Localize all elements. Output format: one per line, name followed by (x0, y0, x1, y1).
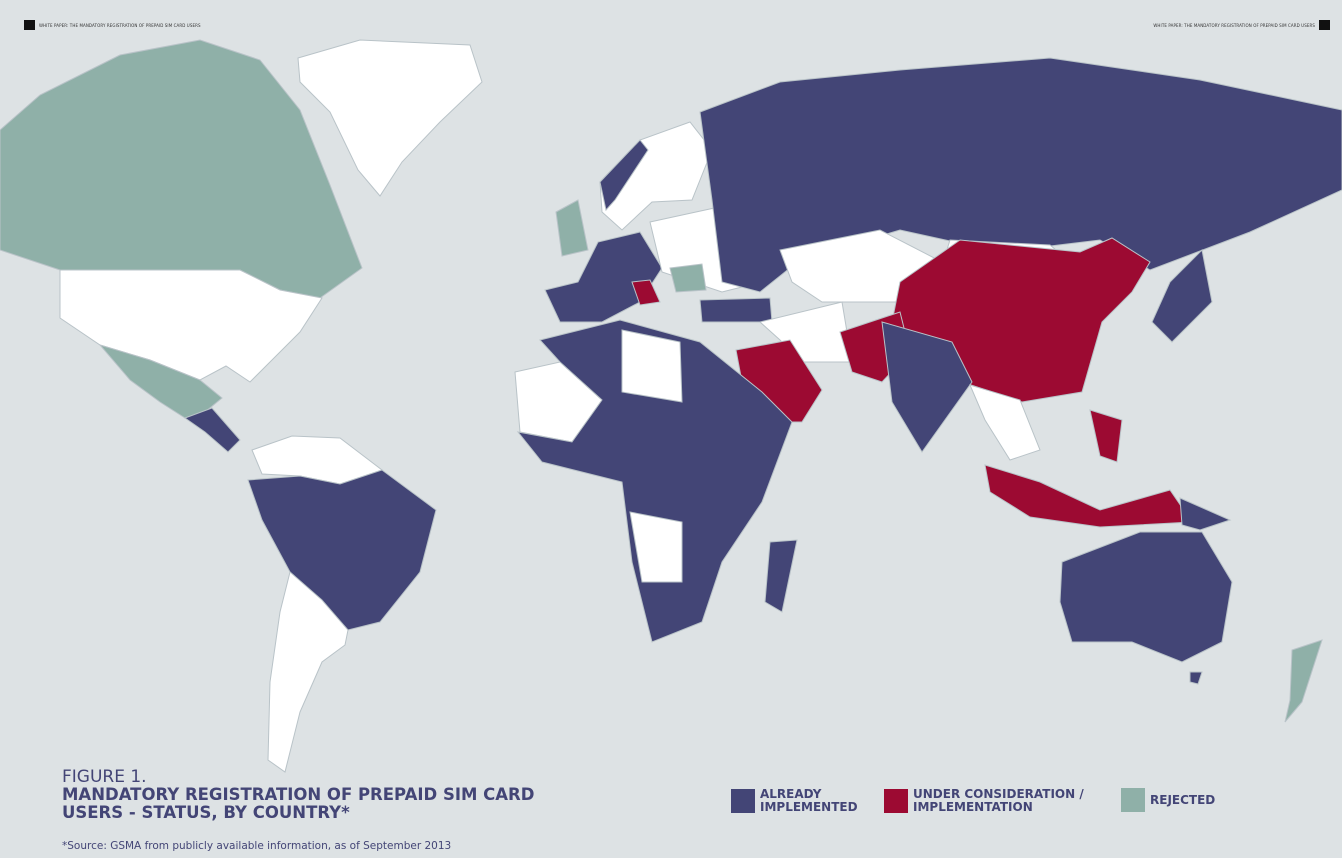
region-madagascar (764, 539, 798, 613)
region-tasmania (1189, 671, 1203, 685)
figure-number: FIGURE 1. (62, 767, 147, 787)
header-left: WHITE PAPER: THE MANDATORY REGISTRATION … (24, 20, 201, 30)
region-indonesia (984, 464, 1193, 528)
region-balkans (631, 279, 661, 306)
region-africa (516, 319, 793, 643)
region-libya (621, 329, 683, 403)
region-papua (1179, 497, 1232, 531)
region-middle-east (758, 301, 853, 363)
region-india (881, 321, 973, 453)
region-angola (629, 511, 683, 583)
region-scandinavia (599, 121, 713, 231)
header-left-text: WHITE PAPER: THE MANDATORY REGISTRATION … (39, 22, 201, 28)
legend-swatch (731, 789, 755, 813)
region-new-zealand (1284, 639, 1323, 723)
legend-swatch (1121, 788, 1145, 812)
header-right-text: WHITE PAPER: THE MANDATORY REGISTRATION … (1153, 22, 1315, 28)
region-philippines (1089, 409, 1123, 463)
legend-label: ALREADY IMPLEMENTED (760, 787, 858, 814)
region-central-america (183, 407, 241, 453)
legend-rejected: REJECTED (1121, 788, 1300, 812)
legend-implemented: ALREADY IMPLEMENTED (731, 788, 870, 814)
figure-title: MANDATORY REGISTRATION OF PREPAID SIM CA… (62, 785, 535, 822)
region-romania (669, 263, 707, 293)
region-norway (599, 139, 649, 212)
region-se-asia (969, 384, 1041, 461)
region-turkey (699, 297, 773, 323)
figure-caption: FIGURE 1. MANDATORY REGISTRATION OF PREP… (62, 768, 582, 822)
region-south-america-main (247, 469, 437, 631)
region-japan (1151, 248, 1213, 343)
gsma-logo-icon (24, 20, 35, 30)
legend-label: REJECTED (1150, 792, 1216, 807)
legend-swatch (884, 789, 908, 813)
gsma-logo-icon (1319, 20, 1330, 30)
region-south-america-south (267, 571, 349, 773)
region-australia (1059, 531, 1233, 663)
header-right: WHITE PAPER: THE MANDATORY REGISTRATION … (1153, 20, 1330, 30)
region-uk (555, 199, 589, 257)
legend-label: UNDER CONSIDERATION / IMPLEMENTATION (913, 787, 1084, 814)
region-greenland (297, 39, 483, 197)
figure-source: *Source: GSMA from publicly available in… (62, 840, 452, 852)
legend-consideration: UNDER CONSIDERATION / IMPLEMENTATION (884, 788, 1098, 814)
